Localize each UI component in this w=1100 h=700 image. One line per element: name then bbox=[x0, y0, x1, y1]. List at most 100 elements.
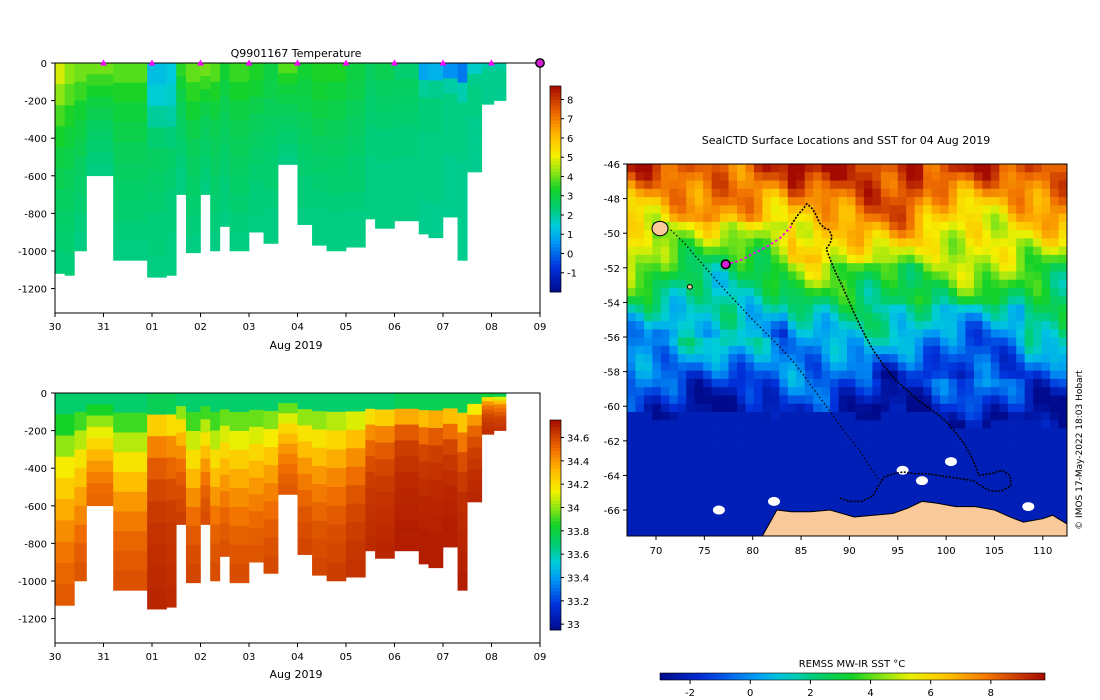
profile-cell bbox=[249, 511, 264, 529]
sst-cell bbox=[855, 412, 865, 421]
sst-cell bbox=[635, 329, 645, 339]
profile-cell bbox=[210, 175, 221, 195]
sst-cell bbox=[711, 230, 721, 239]
sst-cell bbox=[940, 494, 950, 504]
sst-cell bbox=[627, 428, 636, 438]
sst-cell bbox=[906, 312, 916, 322]
colorbar-step bbox=[550, 619, 561, 624]
profile-cell bbox=[375, 145, 395, 163]
sst-cell bbox=[686, 221, 696, 231]
sst-cell bbox=[1016, 436, 1026, 446]
sst-cell bbox=[745, 180, 755, 190]
sst-cell bbox=[652, 304, 662, 314]
sst-cell bbox=[711, 461, 721, 471]
lon-tick-label: 80 bbox=[746, 546, 759, 557]
sst-cell bbox=[1041, 238, 1051, 248]
sst-cell bbox=[1007, 403, 1017, 413]
profile-cell bbox=[176, 102, 187, 116]
sst-cell bbox=[1016, 238, 1026, 248]
sst-cell bbox=[990, 403, 1000, 413]
colorbar-step bbox=[550, 497, 561, 501]
profile-cell bbox=[457, 161, 468, 182]
sst-cell bbox=[906, 205, 916, 215]
sst-cell bbox=[847, 428, 856, 438]
colorbar-step bbox=[550, 189, 561, 193]
sst-cell bbox=[720, 213, 730, 223]
profile-cell bbox=[200, 432, 211, 446]
sst-cell bbox=[1033, 461, 1043, 471]
profile-cell bbox=[365, 393, 376, 410]
sst-cell bbox=[948, 354, 958, 363]
sst-cell bbox=[1041, 279, 1051, 289]
sst-cell bbox=[686, 486, 696, 496]
colorbar-step bbox=[550, 542, 561, 547]
sst-cell bbox=[880, 288, 890, 297]
sst-cell bbox=[703, 478, 713, 487]
sst-cell bbox=[643, 188, 653, 198]
sst-cell bbox=[720, 321, 730, 330]
sst-cell bbox=[973, 478, 983, 487]
sst-cell bbox=[669, 279, 679, 289]
sst-cell bbox=[711, 296, 721, 306]
sst-cell bbox=[1050, 205, 1060, 215]
sst-cell bbox=[931, 188, 941, 198]
sst-cell bbox=[923, 312, 933, 322]
sst-cell bbox=[804, 362, 814, 372]
sst-cell bbox=[796, 494, 806, 504]
sst-cell bbox=[931, 436, 941, 446]
profile-cell bbox=[219, 161, 230, 178]
sst-cell bbox=[1016, 263, 1026, 272]
sst-cell bbox=[872, 288, 882, 297]
sst-cell bbox=[643, 502, 653, 512]
sst-cell bbox=[880, 502, 890, 512]
sst-cell bbox=[923, 263, 933, 272]
sst-cell bbox=[948, 436, 958, 446]
sst-cell bbox=[830, 279, 840, 289]
profile-cell bbox=[64, 499, 75, 521]
sst-cell bbox=[643, 395, 653, 405]
profile-cell bbox=[493, 419, 507, 424]
sst-cell bbox=[686, 288, 696, 297]
sst-cell bbox=[1041, 312, 1051, 322]
sst-cell bbox=[677, 502, 687, 512]
sst-cell bbox=[990, 329, 1000, 339]
profile-cell bbox=[176, 141, 187, 156]
profile-cell bbox=[185, 487, 201, 508]
sst-cell bbox=[855, 370, 865, 380]
sst-cell bbox=[948, 180, 958, 190]
sst-cell bbox=[973, 354, 983, 363]
sst-cell bbox=[940, 246, 950, 256]
profile-cell bbox=[418, 546, 429, 565]
sst-cell bbox=[770, 188, 780, 198]
sst-cell bbox=[796, 478, 806, 487]
sst-cell bbox=[1007, 453, 1017, 463]
sst-cell bbox=[897, 254, 907, 264]
sst-cell bbox=[753, 387, 763, 396]
sst-cell bbox=[770, 478, 780, 487]
sst-cell bbox=[940, 221, 950, 231]
profile-cell bbox=[86, 108, 114, 120]
sst-cell bbox=[737, 453, 746, 463]
sst-cell bbox=[880, 461, 890, 471]
sst-cell bbox=[847, 420, 856, 430]
profile-cell bbox=[375, 178, 395, 196]
colorbar-step bbox=[550, 161, 561, 166]
sst-cell bbox=[660, 345, 670, 355]
sst-cell bbox=[1024, 387, 1034, 396]
sst-cell bbox=[813, 304, 823, 314]
profile-cell bbox=[249, 460, 264, 478]
sst-cell bbox=[720, 271, 730, 281]
profile-cell bbox=[428, 202, 444, 221]
profile-cell bbox=[74, 468, 87, 488]
sst-cell bbox=[787, 312, 797, 322]
sst-cell bbox=[762, 263, 772, 272]
profile-cell bbox=[394, 519, 420, 536]
profile-cell bbox=[249, 494, 264, 512]
sst-cell bbox=[660, 304, 670, 314]
profile-cell bbox=[210, 543, 221, 563]
sst-cell bbox=[635, 254, 645, 264]
colorbar-step bbox=[550, 116, 561, 121]
sst-cell bbox=[762, 254, 772, 264]
profile-cell bbox=[147, 479, 167, 502]
sst-cell bbox=[880, 271, 890, 281]
